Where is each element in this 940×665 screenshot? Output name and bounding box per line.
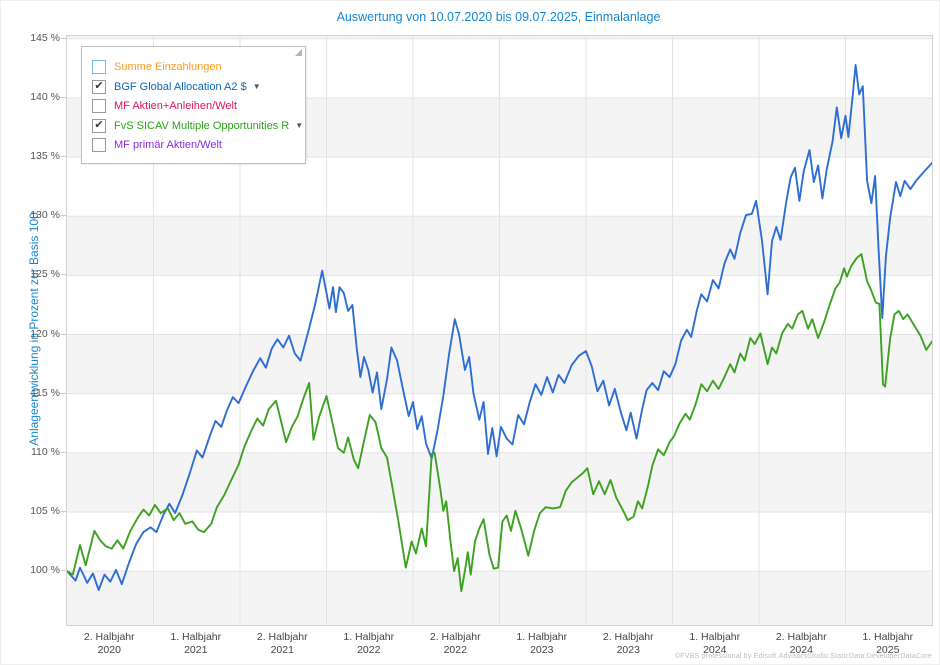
checkbox-fvs-sicav[interactable]: ✔ xyxy=(92,118,106,133)
x-tick-label: 2. Halbjahr 2024 xyxy=(775,631,827,656)
legend-label: Summe Einzahlungen xyxy=(114,61,222,73)
y-tick-label: 100 % xyxy=(30,564,60,577)
legend-item-mf-primaer-aktien[interactable]: MF primär Aktien/Welt xyxy=(92,137,297,154)
legend-item-bgf-global-allocation[interactable]: ✔ BGF Global Allocation A2 $ ▼ xyxy=(92,78,297,95)
x-tick-label: 2. Halbjahr 2020 xyxy=(83,631,135,656)
checkbox-summe-einzahlungen[interactable] xyxy=(92,60,106,74)
x-tick-label: 1. Halbjahr 2022 xyxy=(343,631,395,656)
y-tick-label: 135 % xyxy=(30,150,60,163)
legend-box[interactable]: Summe Einzahlungen ✔ BGF Global Allocati… xyxy=(81,46,306,164)
legend-item-mf-aktien-anleihen[interactable]: MF Aktien+Anleihen/Welt xyxy=(92,98,297,115)
y-tick-label: 125 % xyxy=(30,268,60,281)
y-tick-label: 130 % xyxy=(30,209,60,222)
y-tick-mark xyxy=(61,451,66,453)
checkbox-mf-aktien-anleihen[interactable] xyxy=(92,99,106,113)
chart-title: Auswertung von 10.07.2020 bis 09.07.2025… xyxy=(336,10,661,24)
chevron-down-icon[interactable]: ▼ xyxy=(252,82,261,91)
legend-item-summe-einzahlungen[interactable]: Summe Einzahlungen xyxy=(92,59,297,76)
y-tick-label: 115 % xyxy=(31,386,60,399)
plot-area[interactable] xyxy=(66,35,933,626)
x-tick-label: 2. Halbjahr 2023 xyxy=(602,631,654,656)
legend-label: FvS SICAV Multiple Opportunities R xyxy=(114,119,290,132)
legend-label: MF Aktien+Anleihen/Welt xyxy=(114,100,237,112)
y-tick-mark xyxy=(61,96,66,98)
x-tick-label: 2. Halbjahr 2021 xyxy=(256,631,308,656)
chart-canvas[interactable] xyxy=(67,36,932,625)
y-tick-mark xyxy=(61,37,66,39)
y-tick-mark xyxy=(61,215,66,217)
x-tick-label: 2. Halbjahr 2022 xyxy=(429,631,481,656)
y-tick-mark xyxy=(61,156,66,158)
copyright-note: ©FVBS professional by Edisoft.AdvisorsSt… xyxy=(674,653,932,660)
legend-label: BGF Global Allocation A2 $ xyxy=(114,80,247,93)
y-tick-label: 105 % xyxy=(30,504,60,517)
y-tick-mark xyxy=(61,510,66,512)
y-tick-mark xyxy=(61,392,66,394)
checkbox-mf-primaer-aktien[interactable] xyxy=(92,138,106,152)
legend-label: MF primär Aktien/Welt xyxy=(114,139,222,151)
y-tick-label: 110 % xyxy=(31,445,60,458)
y-tick-mark xyxy=(61,570,66,572)
x-tick-label: 1. Halbjahr 2025 xyxy=(862,631,914,656)
legend-item-fvs-sicav[interactable]: ✔ FvS SICAV Multiple Opportunities R ▼ xyxy=(92,117,303,134)
y-tick-label: 140 % xyxy=(30,90,60,103)
y-tick-mark xyxy=(61,274,66,276)
x-tick-label: 1. Halbjahr 2024 xyxy=(689,631,741,656)
x-tick-label: 1. Halbjahr 2021 xyxy=(170,631,222,656)
y-tick-label: 120 % xyxy=(30,327,60,340)
chevron-down-icon[interactable]: ▼ xyxy=(295,121,304,130)
x-tick-label: 1. Halbjahr 2023 xyxy=(516,631,568,656)
y-tick-label: 145 % xyxy=(30,31,60,44)
legend-resize-grip[interactable] xyxy=(295,49,302,56)
y-tick-mark xyxy=(61,333,66,335)
checkbox-bgf-global-allocation[interactable]: ✔ xyxy=(92,79,106,94)
